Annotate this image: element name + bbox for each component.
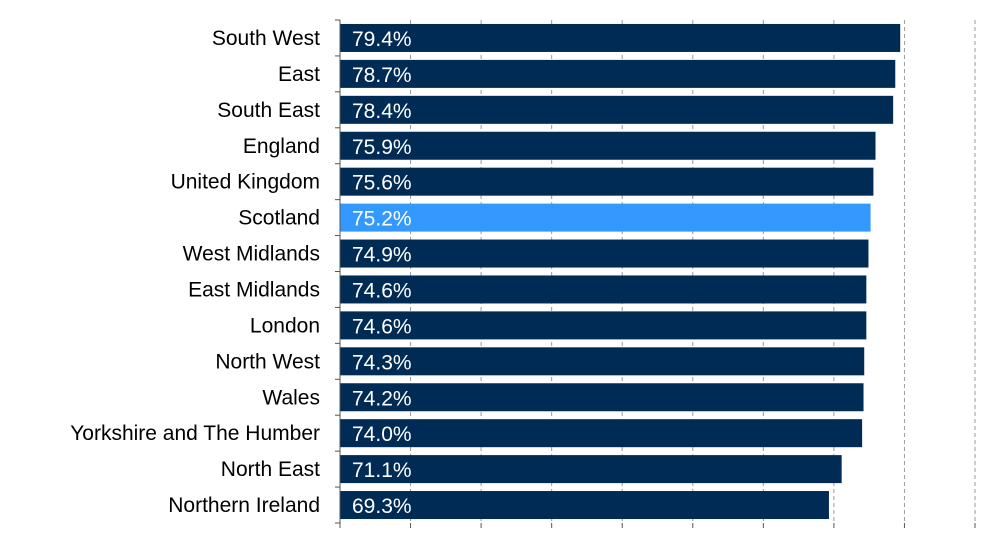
- category-label: South West: [212, 27, 320, 50]
- bar: [340, 347, 865, 376]
- value-label: 74.3%: [352, 351, 412, 374]
- bar: [340, 311, 867, 340]
- value-label: 79.4%: [352, 28, 412, 51]
- category-label: West Midlands: [183, 243, 320, 266]
- value-label: 74.6%: [352, 315, 412, 338]
- bar: [340, 95, 894, 124]
- bar: [340, 383, 864, 412]
- bar: [340, 455, 842, 484]
- value-label: 69.3%: [352, 495, 412, 518]
- value-label: 74.6%: [352, 279, 412, 302]
- bar: [340, 59, 896, 88]
- bar: [340, 167, 874, 196]
- category-label: South East: [217, 99, 320, 122]
- gridlines: [410, 20, 976, 523]
- axes: [335, 19, 976, 528]
- bar: [340, 203, 871, 232]
- value-label: 74.9%: [352, 244, 412, 267]
- value-labels: 79.4% 78.7% 78.4% 75.9% 75.6% 75.2% 74.9% 74.6%…: [352, 28, 412, 518]
- bar: [340, 419, 863, 448]
- bar: [340, 23, 901, 52]
- category-label: East Midlands: [188, 278, 320, 301]
- bar: [340, 239, 869, 268]
- category-label: United Kingdom: [171, 171, 320, 194]
- value-label: 75.9%: [352, 136, 412, 159]
- category-label: Yorkshire and The Humber: [70, 422, 320, 445]
- category-label: London: [250, 314, 320, 337]
- category-label: East: [278, 63, 320, 86]
- value-label: 74.2%: [352, 387, 412, 410]
- value-label: 78.7%: [352, 64, 412, 87]
- category-label: North East: [221, 458, 320, 481]
- value-label: 78.4%: [352, 100, 412, 123]
- bar: [340, 275, 867, 304]
- category-labels: South West East South East England United Ki…: [70, 27, 320, 517]
- value-label: 75.2%: [352, 208, 412, 231]
- value-label: 74.0%: [352, 423, 412, 446]
- value-label: 71.1%: [352, 459, 412, 482]
- category-label: Wales: [262, 386, 320, 409]
- category-label: North West: [215, 350, 320, 373]
- bars: [340, 23, 901, 520]
- category-label: Scotland: [238, 207, 320, 230]
- category-label: England: [243, 135, 320, 158]
- value-label: 75.6%: [352, 172, 412, 195]
- bar: [340, 491, 829, 520]
- category-label: Northern Ireland: [168, 494, 320, 517]
- bar: [340, 131, 876, 160]
